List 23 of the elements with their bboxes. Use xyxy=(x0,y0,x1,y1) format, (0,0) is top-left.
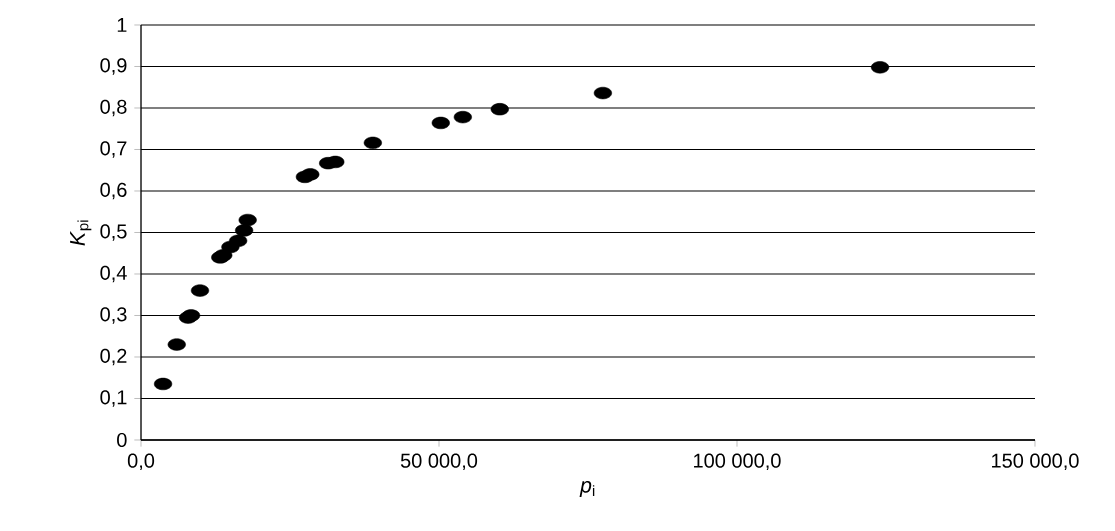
y-tick-label: 0 xyxy=(117,432,127,448)
y-tick-label: 0,6 xyxy=(100,182,127,200)
x-tick-label: 100 000,0 xyxy=(694,453,781,471)
point xyxy=(153,377,173,391)
point xyxy=(593,86,612,100)
x-tick-label: 50 000,0 xyxy=(400,453,478,471)
point xyxy=(431,116,450,130)
y-tick-label: 0,4 xyxy=(100,265,127,283)
point xyxy=(453,110,472,124)
y-axis-title: K$_{pi}$ xyxy=(70,220,92,246)
y-tick-label: 1 xyxy=(117,18,127,32)
y-tick-label: 0,9 xyxy=(100,58,127,75)
y-tick-label: 0,5 xyxy=(100,224,127,241)
x-tick-label: 150 000,0 xyxy=(992,453,1079,471)
y-tick-label: 0,3 xyxy=(100,307,127,324)
y-tick-label: 0,8 xyxy=(100,99,127,117)
point xyxy=(238,213,257,227)
y-tick-label: 0,1 xyxy=(100,390,127,407)
y-tick-label: 0,7 xyxy=(100,141,127,158)
x-tick-label: 0,0 xyxy=(127,453,155,471)
y-tick-label: 0,2 xyxy=(100,348,127,366)
x-axis-title: p$_{i}$ xyxy=(579,481,595,497)
point xyxy=(326,155,345,169)
